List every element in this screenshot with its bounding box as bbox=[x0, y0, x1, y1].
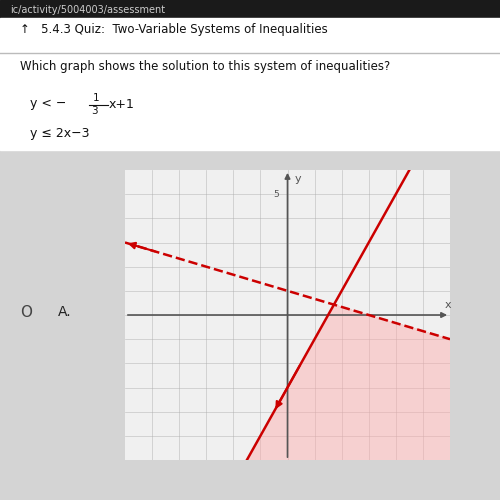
Text: 3: 3 bbox=[92, 106, 98, 116]
FancyBboxPatch shape bbox=[0, 0, 500, 18]
Text: x+1: x+1 bbox=[109, 98, 135, 110]
Text: y < −: y < − bbox=[30, 98, 66, 110]
Text: ic/activity/5004003/assessment: ic/activity/5004003/assessment bbox=[10, 4, 165, 15]
Text: 5: 5 bbox=[274, 190, 280, 198]
Text: O: O bbox=[20, 305, 32, 320]
Text: A.: A. bbox=[58, 306, 71, 320]
Text: Which graph shows the solution to this system of inequalities?: Which graph shows the solution to this s… bbox=[20, 60, 390, 73]
Text: y: y bbox=[294, 174, 301, 184]
Text: x: x bbox=[444, 300, 451, 310]
FancyBboxPatch shape bbox=[0, 52, 500, 150]
Text: 1: 1 bbox=[92, 93, 99, 103]
Text: y ≤ 2x−3: y ≤ 2x−3 bbox=[30, 128, 90, 140]
Text: ↑   5.4.3 Quiz:  Two-Variable Systems of Inequalities: ↑ 5.4.3 Quiz: Two-Variable Systems of In… bbox=[20, 24, 328, 36]
FancyBboxPatch shape bbox=[0, 18, 500, 52]
